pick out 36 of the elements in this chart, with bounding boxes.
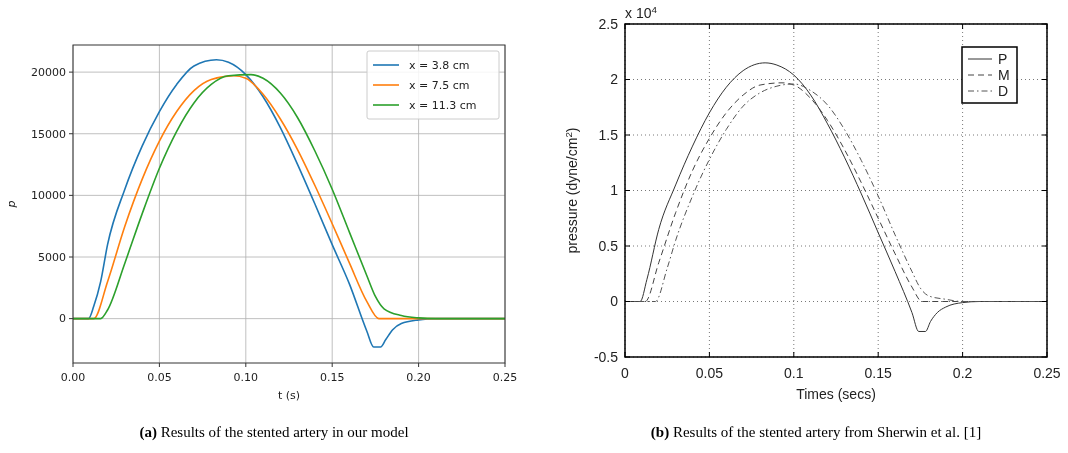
- x-tick-label: 0.05: [147, 371, 172, 384]
- x-tick-label: 0.2: [952, 365, 973, 381]
- legend-label: P: [998, 50, 1008, 67]
- x-tick-label: 0.05: [695, 365, 724, 381]
- x-tick-label: 0.25: [1033, 365, 1061, 381]
- y-axis-title: p: [5, 200, 18, 209]
- y-tick-label: 5000: [38, 250, 66, 264]
- y-tick-label: 1: [610, 182, 619, 199]
- text: (b) Results of the stented artery from Sherwin et al. [1]: [650, 424, 982, 441]
- legend-label: x = 7.5 cm: [409, 78, 470, 92]
- x-axis-title: Times (secs): [796, 386, 876, 402]
- x-tick-label: 0.20: [406, 371, 431, 384]
- y-tick-label: 0: [59, 312, 66, 326]
- x-tick-label: 0.00: [60, 371, 86, 384]
- x-tick-label: 0.10: [233, 371, 259, 384]
- legend-label: D: [998, 82, 1009, 99]
- y-tick-label: 20000: [31, 65, 66, 79]
- x-tick-label: 0.25: [492, 371, 518, 384]
- text: (a) Results of the stented artery in our model: [139, 424, 409, 441]
- y-tick-label: 2: [610, 71, 619, 88]
- y-tick-label: 15000: [31, 127, 66, 141]
- x-axis-title: t (s): [277, 389, 301, 402]
- y-tick-label: 0.5: [598, 237, 619, 254]
- text: x 10$^{4}$: [625, 3, 658, 21]
- legend-label: x = 3.8 cm: [409, 58, 470, 72]
- x-tick-label: 0: [621, 365, 630, 381]
- legend-label: M: [998, 66, 1010, 83]
- y-tick-label: 2.5: [598, 15, 619, 32]
- y-tick-label: 10000: [31, 189, 66, 203]
- x-tick-label: 0.1: [784, 365, 804, 381]
- y-tick-label: 1.5: [598, 126, 619, 143]
- y-tick-label: -0.5: [593, 348, 619, 365]
- y-tick-label: 0: [610, 293, 619, 310]
- legend-label: x = 11.3 cm: [409, 98, 477, 112]
- x-tick-label: 0.15: [319, 371, 345, 384]
- x-tick-label: 0.15: [864, 365, 893, 381]
